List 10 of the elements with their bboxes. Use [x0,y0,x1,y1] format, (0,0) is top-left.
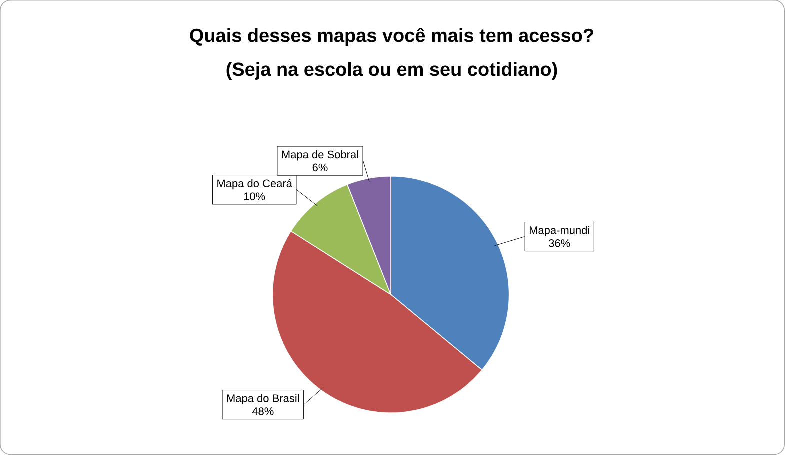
slice-label: Mapa do Brasil [227,394,300,404]
slice-label: Mapa-mundi [530,226,590,236]
data-label: 48% [252,408,274,416]
data-label: 36% [549,240,570,248]
data-label: 10% [244,192,266,200]
chart-subtitle: (Seja na escola ou em seu cotidiano) [226,62,558,80]
chart-title: Quais desses mapas você mais tem acesso? [190,28,594,46]
slice-label: Mapa do Ceará [218,179,292,190]
slice-label: Mapa de Sobral [282,150,358,161]
data-label: 6% [312,164,328,172]
